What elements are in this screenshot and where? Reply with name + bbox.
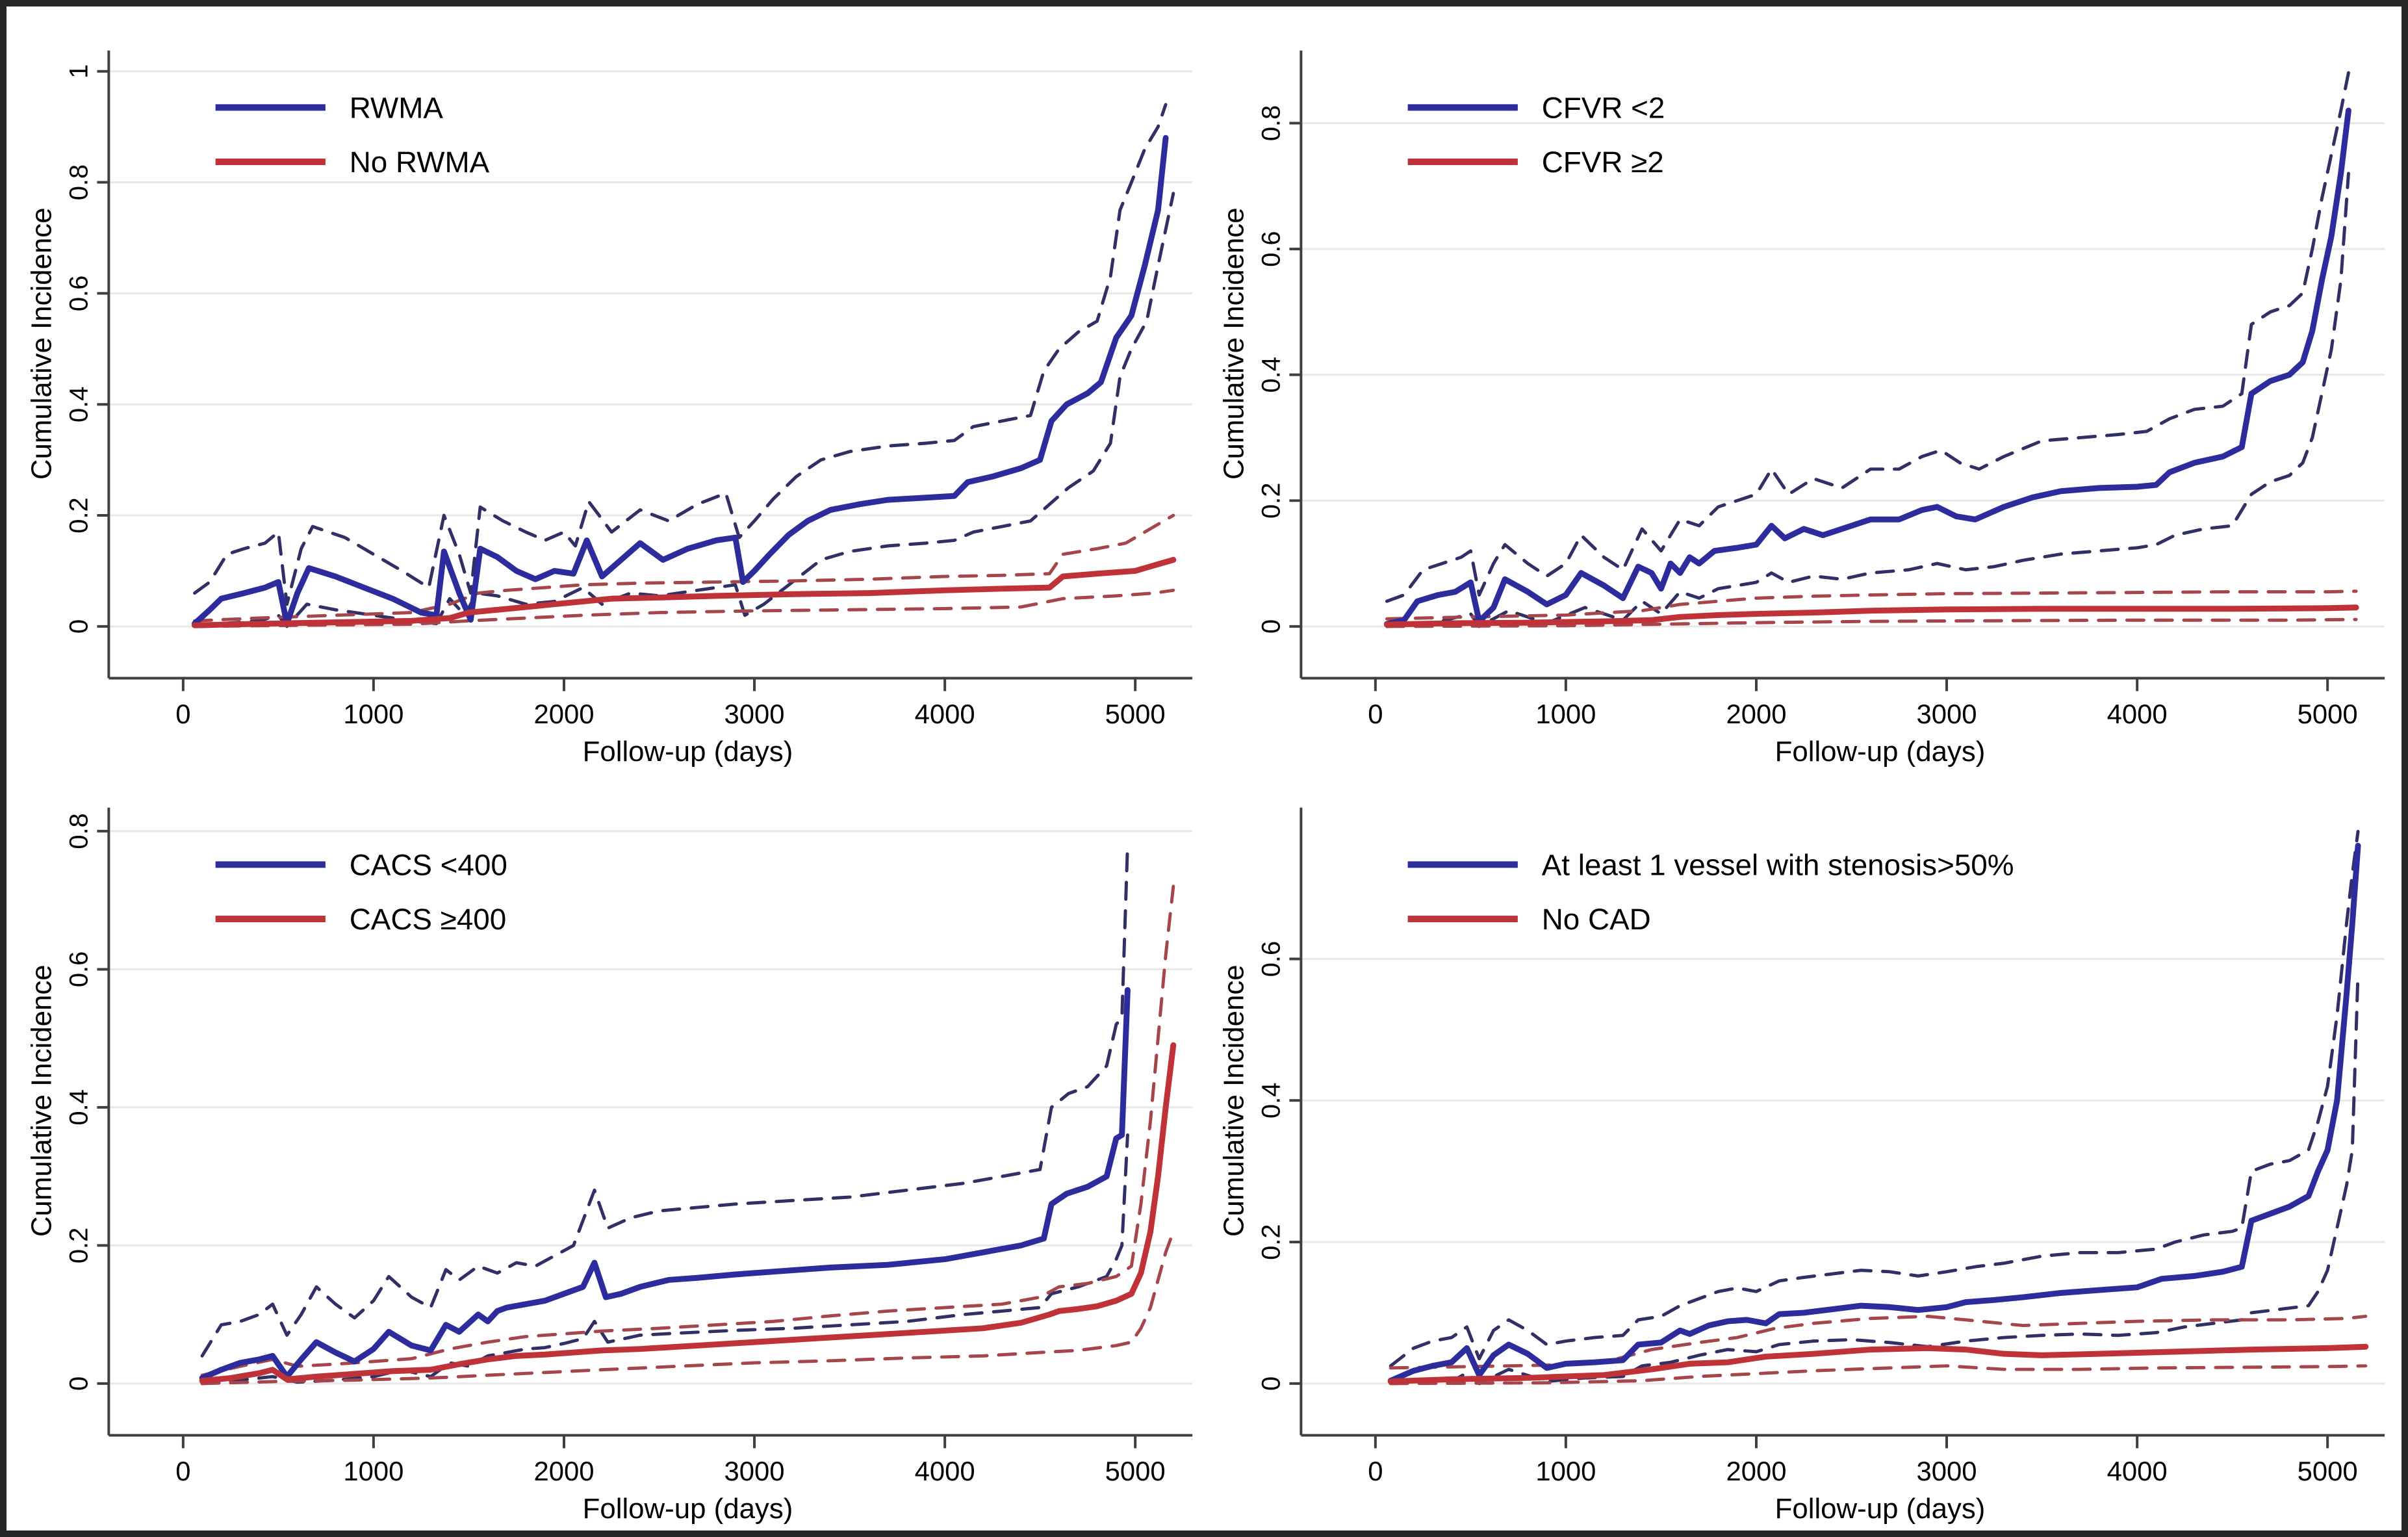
panel-cfvr: 0 0.2 0.4 0.6 0.8 0 1000 2000 3000 4000 5000 Follow… bbox=[1204, 12, 2396, 769]
series-line bbox=[1383, 107, 2351, 627]
x-axis-title: Follow-up (days) bbox=[583, 736, 793, 768]
y-tick-label: 0.4 bbox=[1257, 1082, 1286, 1118]
legend-label: CFVR ≥2 bbox=[1542, 146, 1664, 179]
series-ci-line bbox=[200, 885, 1175, 1377]
x-tick-label: 4000 bbox=[2107, 699, 2168, 729]
y-tick-label: 0.8 bbox=[65, 813, 94, 849]
panel-cacs: 0 0.2 0.4 0.6 0.8 0 1000 2000 3000 4000 5000 Follow… bbox=[12, 768, 1204, 1526]
legend-label: CFVR <2 bbox=[1542, 91, 1665, 124]
y-tick-label: 0 bbox=[1257, 1376, 1286, 1391]
chart-stenosis: 0 0.2 0.4 0.6 0 1000 2000 3000 4000 5000 Follow-up… bbox=[1218, 807, 2385, 1525]
x-tick-label: 5000 bbox=[2298, 699, 2358, 729]
x-tick-label: 2000 bbox=[1726, 1456, 1787, 1486]
legend-label: CACS ≥400 bbox=[350, 903, 507, 936]
y-axis-title: Cumulative Incidence bbox=[25, 207, 57, 480]
x-tick-label: 1000 bbox=[1535, 1456, 1596, 1486]
series-line bbox=[199, 987, 1131, 1381]
series-ci-line bbox=[1385, 172, 2350, 628]
x-tick-label: 2000 bbox=[1726, 699, 1787, 729]
y-axis-title: Cumulative Incidence bbox=[1218, 964, 1249, 1237]
x-tick-label: 2000 bbox=[534, 699, 595, 729]
legend-label: CACS <400 bbox=[350, 848, 507, 881]
x-tick-label: 0 bbox=[1368, 699, 1383, 729]
x-axis-title: Follow-up (days) bbox=[583, 1493, 793, 1525]
x-axis-title: Follow-up (days) bbox=[1775, 1493, 1986, 1525]
x-tick-label: 0 bbox=[175, 699, 190, 729]
y-tick-label: 0.2 bbox=[1257, 483, 1286, 519]
x-tick-label: 2000 bbox=[534, 1456, 595, 1486]
y-axis-title: Cumulative Incidence bbox=[1218, 207, 1249, 480]
legend-label: No RWMA bbox=[350, 146, 490, 179]
x-tick-label: 5000 bbox=[1105, 1456, 1166, 1486]
series-ci-line bbox=[1385, 589, 2358, 621]
y-tick-label: 0.8 bbox=[65, 164, 94, 200]
series-ci-line bbox=[1389, 1364, 2368, 1386]
y-tick-label: 0.4 bbox=[1257, 357, 1286, 393]
series-ci-line bbox=[192, 192, 1175, 628]
x-tick-label: 1000 bbox=[343, 1456, 403, 1486]
series-ci-line bbox=[192, 103, 1168, 606]
panel-stenosis: 0 0.2 0.4 0.6 0 1000 2000 3000 4000 5000 Follow-up… bbox=[1204, 768, 2396, 1526]
legend-label: No CAD bbox=[1542, 903, 1651, 936]
y-tick-label: 0 bbox=[65, 1376, 94, 1391]
panel-rwma: 0 0.2 0.4 0.6 0.8 1 0 1000 2000 3000 4000 5000 Follo… bbox=[12, 12, 1204, 769]
series-line bbox=[1383, 604, 2359, 628]
series-ci-line bbox=[1385, 617, 2358, 628]
y-tick-label: 0.8 bbox=[1257, 105, 1286, 141]
series-ci-line bbox=[1385, 71, 2350, 603]
x-tick-label: 3000 bbox=[1917, 1456, 1977, 1486]
x-tick-label: 4000 bbox=[915, 1456, 975, 1486]
y-tick-label: 0.6 bbox=[65, 276, 94, 311]
series-line bbox=[1387, 1343, 2369, 1384]
series-line bbox=[191, 135, 1169, 627]
y-tick-label: 0.2 bbox=[65, 1228, 94, 1263]
y-tick-label: 1 bbox=[65, 64, 94, 79]
x-tick-label: 0 bbox=[175, 1456, 190, 1486]
x-tick-label: 4000 bbox=[2107, 1456, 2168, 1486]
x-tick-label: 1000 bbox=[343, 699, 403, 729]
chart-cfvr: 0 0.2 0.4 0.6 0.8 0 1000 2000 3000 4000 5000 Follow… bbox=[1218, 50, 2385, 768]
y-tick-label: 0.2 bbox=[1257, 1224, 1286, 1259]
x-axis-title: Follow-up (days) bbox=[1775, 736, 1986, 768]
x-tick-label: 1000 bbox=[1535, 699, 1596, 729]
y-tick-label: 0 bbox=[65, 619, 94, 634]
x-tick-label: 0 bbox=[1368, 1456, 1383, 1486]
series-ci-line bbox=[1389, 971, 2360, 1386]
y-tick-label: 0.6 bbox=[1257, 231, 1286, 266]
y-axis-title: Cumulative Incidence bbox=[25, 964, 57, 1237]
y-tick-label: 0.4 bbox=[65, 387, 94, 422]
y-tick-label: 0 bbox=[1257, 619, 1286, 634]
x-tick-label: 3000 bbox=[1917, 699, 1977, 729]
x-tick-label: 3000 bbox=[724, 1456, 785, 1486]
series-ci-line bbox=[192, 513, 1175, 623]
chart-cacs: 0 0.2 0.4 0.6 0.8 0 1000 2000 3000 4000 5000 Follow… bbox=[25, 807, 1193, 1525]
chart-rwma: 0 0.2 0.4 0.6 0.8 1 0 1000 2000 3000 4000 5000 Follo… bbox=[25, 50, 1193, 768]
y-tick-label: 0.2 bbox=[65, 497, 94, 533]
x-tick-label: 3000 bbox=[724, 699, 785, 729]
x-tick-label: 5000 bbox=[2298, 1456, 2358, 1486]
series-line bbox=[199, 1042, 1177, 1384]
y-tick-label: 0.4 bbox=[65, 1089, 94, 1125]
series-line bbox=[1387, 842, 2361, 1384]
y-tick-label: 0.6 bbox=[65, 951, 94, 987]
y-tick-label: 0.6 bbox=[1257, 941, 1286, 977]
series-ci-line bbox=[1389, 829, 2360, 1368]
series-line bbox=[191, 556, 1177, 628]
legend-label: RWMA bbox=[350, 91, 444, 124]
legend-label: At least 1 vessel with stenosis>50% bbox=[1542, 848, 2014, 881]
series-ci-line bbox=[192, 588, 1175, 628]
x-tick-label: 4000 bbox=[915, 699, 975, 729]
x-tick-label: 5000 bbox=[1105, 699, 1166, 729]
series-ci-line bbox=[200, 843, 1129, 1358]
